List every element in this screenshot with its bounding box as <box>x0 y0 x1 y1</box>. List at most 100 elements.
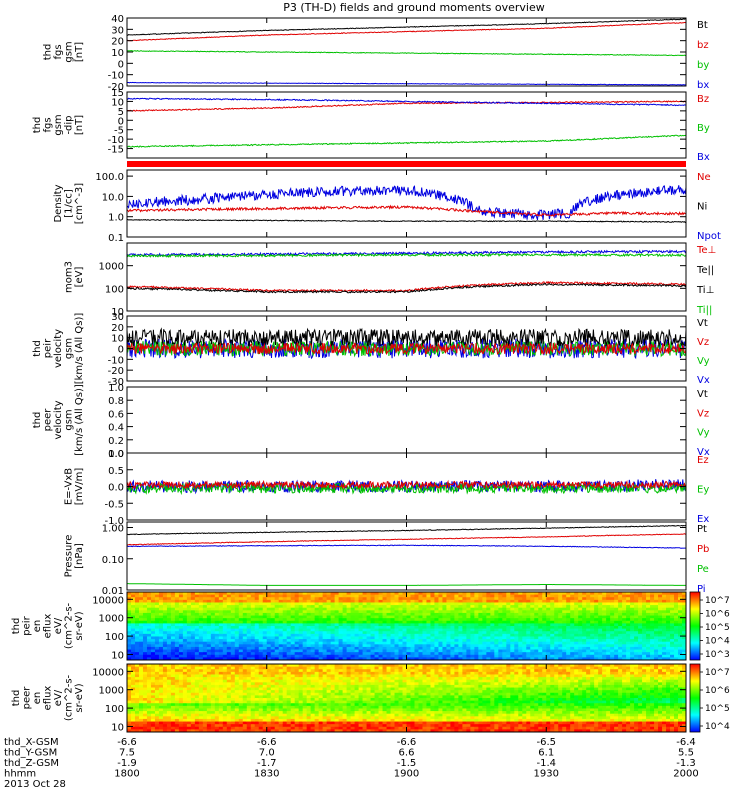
spectrogram-cell <box>366 607 372 611</box>
spectrogram-cell <box>618 636 623 640</box>
spectrogram-cell <box>474 594 479 598</box>
spectrogram-cell <box>178 718 184 723</box>
spectrogram-cell <box>250 592 256 596</box>
spectrogram-cell <box>194 679 200 683</box>
spectrogram-cell <box>270 657 276 660</box>
spectrogram-cell <box>554 641 559 645</box>
spectrogram-cell <box>434 610 440 614</box>
spectrogram-cell <box>218 679 224 683</box>
spectrogram-cell <box>238 615 244 619</box>
spectrogram-cell <box>490 644 495 648</box>
spectrogram-cell <box>282 641 288 645</box>
spectrogram-cell <box>526 612 531 617</box>
spectrogram-cell <box>282 623 288 627</box>
spectrogram-cell <box>258 721 264 725</box>
spectrogram-cell <box>634 592 639 596</box>
spectrogram-cell <box>127 599 132 604</box>
spectrogram-cell <box>158 615 164 619</box>
spectrogram-cell <box>514 605 519 609</box>
spectrogram-cell <box>202 718 208 723</box>
spectrogram-cell <box>606 641 611 645</box>
spectrogram-cell <box>342 597 348 601</box>
spectrogram-cell <box>162 700 168 704</box>
spectrogram-cell <box>258 599 264 604</box>
spectrogram-cell <box>374 607 380 611</box>
spectrogram-cell <box>582 646 587 651</box>
spectrogram-cell <box>150 721 156 725</box>
spectrogram-cell <box>650 599 655 604</box>
spectrogram-cell <box>146 612 152 617</box>
spectrogram-cell <box>410 607 416 611</box>
spectrogram-cell <box>266 628 272 632</box>
spectrogram-cell <box>618 628 623 632</box>
spectrogram-cell <box>182 687 188 691</box>
spectrogram-cell <box>258 698 264 702</box>
spectrogram-cell <box>166 671 172 676</box>
spectrogram-cell <box>602 615 607 619</box>
spectrogram-cell <box>202 695 208 699</box>
spectrogram-cell <box>190 705 196 710</box>
spectrogram-cell <box>194 631 200 635</box>
spectrogram-cell <box>634 605 639 609</box>
spectrogram-cell <box>490 615 495 619</box>
spectrogram-cell <box>362 618 368 622</box>
spectrogram-cell <box>298 641 304 645</box>
spectrogram-cell <box>510 657 515 660</box>
spectrogram-cell <box>254 669 260 673</box>
spectrogram-cell <box>470 597 475 601</box>
spectrogram-cell <box>378 612 384 617</box>
spectrogram-cell <box>127 695 132 699</box>
spectrogram-cell <box>330 610 336 614</box>
spectrogram-cell <box>490 636 495 640</box>
spectrogram-cell <box>230 633 236 638</box>
spectrogram-cell <box>306 612 312 617</box>
spectrogram-cell <box>434 623 440 627</box>
spectrogram-cell <box>222 657 228 660</box>
spectrogram-cell <box>550 623 555 627</box>
spectrogram-cell <box>650 612 655 617</box>
spectrogram-cell <box>146 729 152 732</box>
spectrogram-cell <box>266 679 272 683</box>
spectrogram-cell <box>242 636 248 640</box>
spectrogram-cell <box>354 649 360 653</box>
legend-entry: bx <box>697 80 709 91</box>
spectrogram-cell <box>290 657 296 660</box>
spectrogram-cell <box>370 628 376 632</box>
spectrogram-cell <box>366 623 372 627</box>
y-axis-label-line: thd <box>11 618 22 635</box>
spectrogram-cell <box>606 652 611 656</box>
spectrogram-cell <box>422 607 428 611</box>
spectrogram-cell <box>426 654 432 658</box>
spectrogram-cell <box>138 679 144 683</box>
spectrogram-cell <box>546 605 551 609</box>
spectrogram-cell <box>338 626 344 630</box>
spectrogram-cell <box>266 646 272 651</box>
y-tick-label: 0 <box>118 59 124 70</box>
spectrogram-cell <box>258 705 264 710</box>
spectrogram-cell <box>406 597 412 601</box>
spectrogram-cell <box>158 612 164 617</box>
spectrogram-cell <box>198 703 204 707</box>
spectrogram-cell <box>146 641 152 645</box>
spectrogram-cell <box>234 666 240 670</box>
spectrogram-cell <box>270 620 276 624</box>
spectrogram-cell <box>298 607 304 611</box>
spectrogram-cell <box>558 592 563 596</box>
spectrogram-cell <box>254 687 260 691</box>
spectrogram-cell <box>190 652 196 656</box>
spectrogram-cell <box>138 698 144 702</box>
spectrogram-cell <box>202 716 208 720</box>
spectrogram-cell <box>562 631 567 635</box>
spectrogram-cell <box>266 644 272 648</box>
spectrogram-cell <box>230 687 236 691</box>
spectrogram-cell <box>138 610 144 614</box>
spectrogram-cell <box>478 654 483 658</box>
spectrogram-cell <box>638 631 643 635</box>
spectrogram-cell <box>202 618 208 622</box>
spectrogram-cell <box>218 692 224 696</box>
spectrogram-cell <box>378 605 384 609</box>
spectrogram-cell <box>538 610 543 614</box>
spectrogram-cell <box>202 677 208 681</box>
spectrogram-cell <box>618 618 623 622</box>
spectrogram-cell <box>414 641 420 645</box>
